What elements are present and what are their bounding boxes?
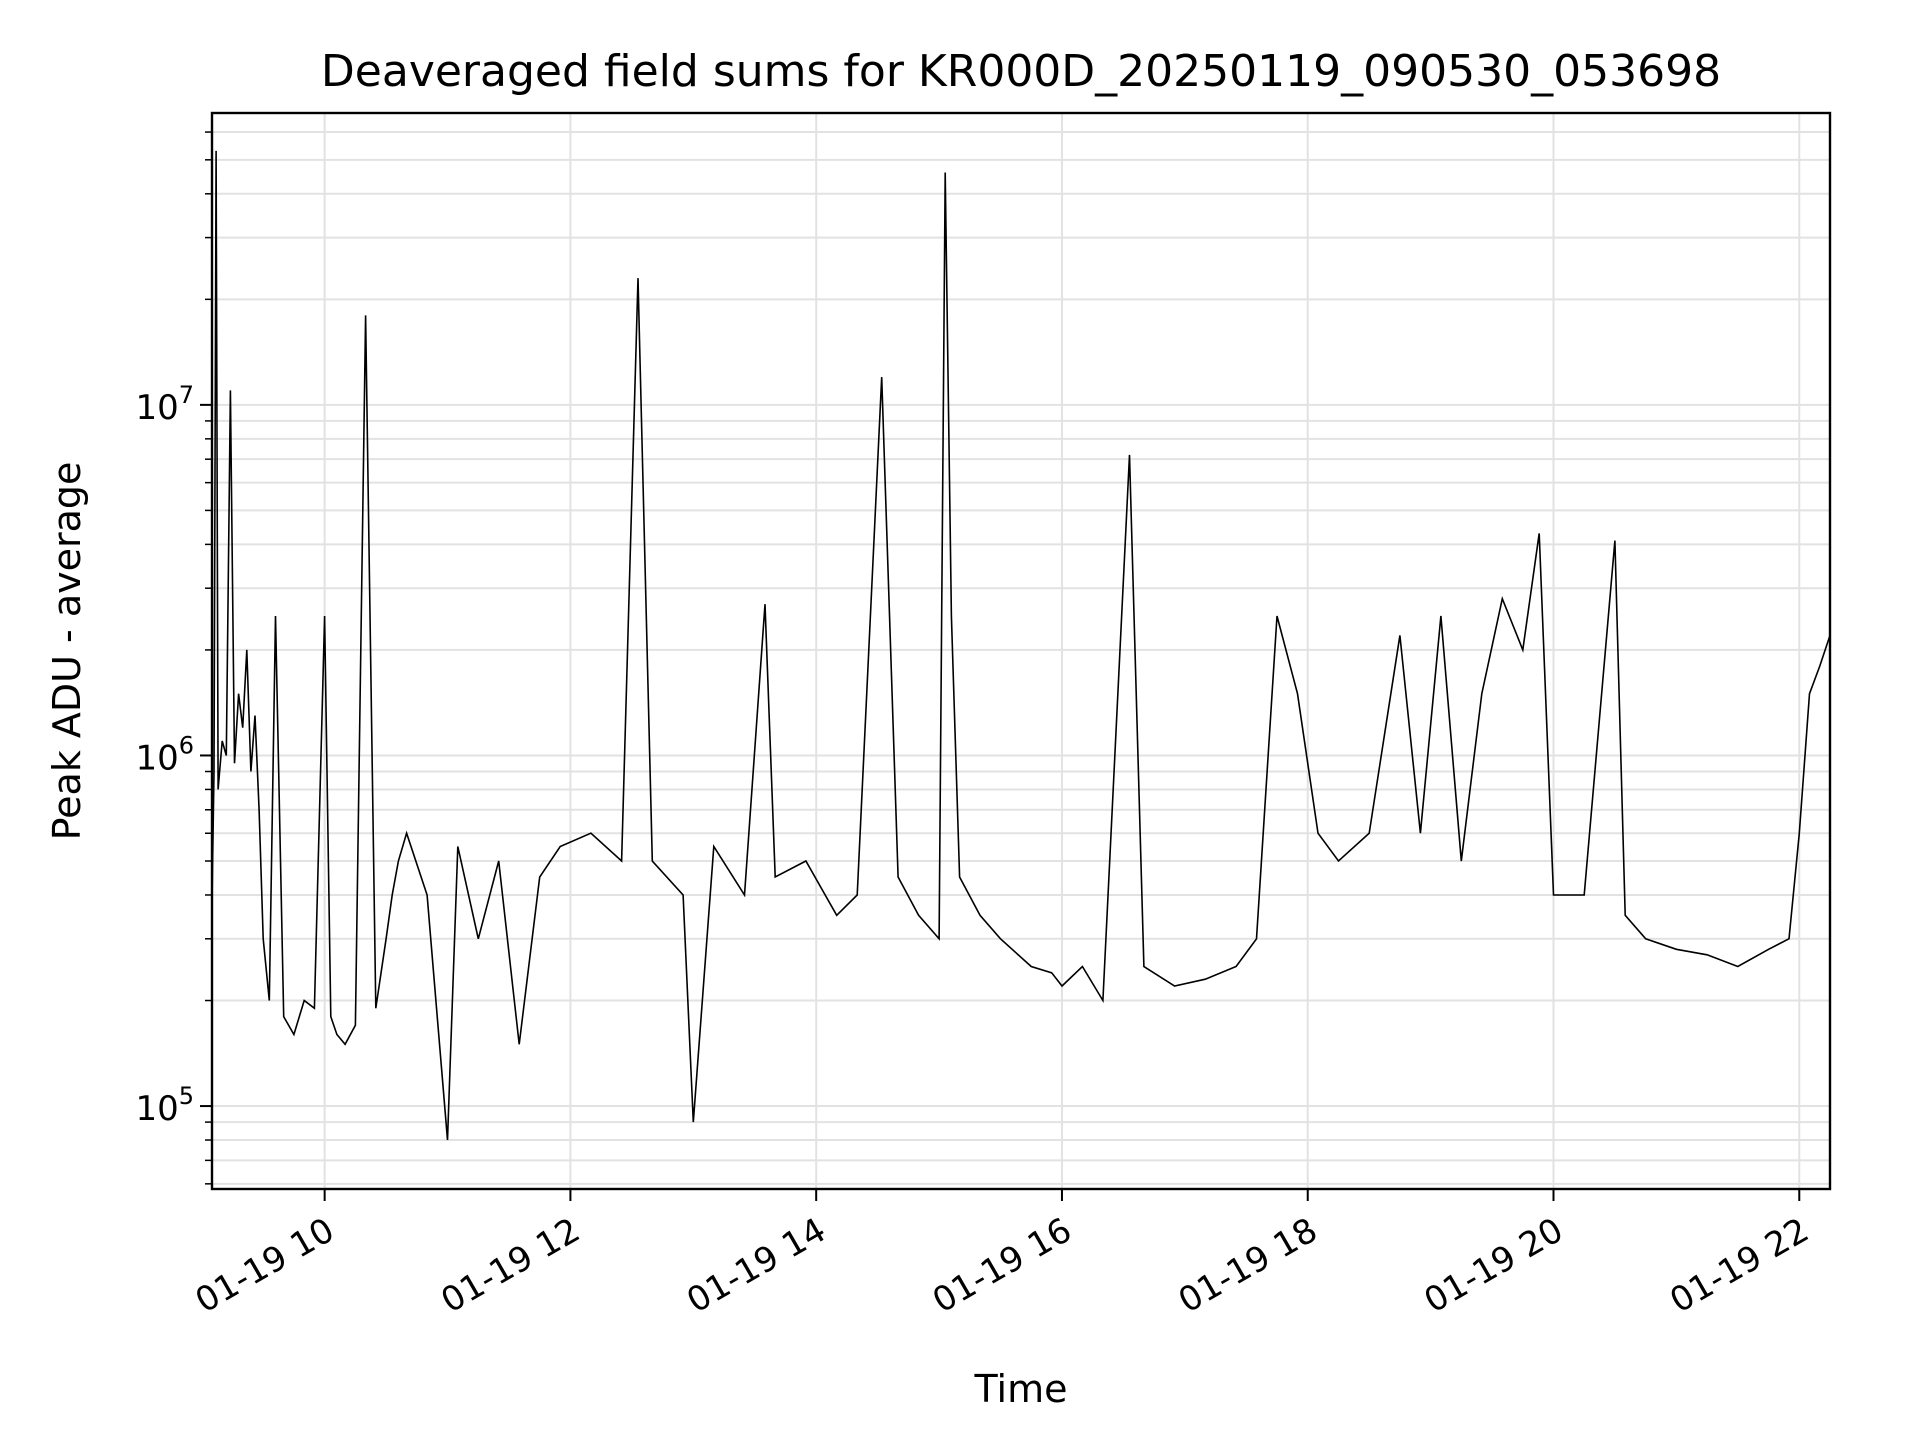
x-tick-label: 01-19 16	[926, 1210, 1078, 1321]
x-tick-label: 01-19 14	[680, 1210, 832, 1321]
axis-ticks: 01-19 10 01-19 12 01-19 14 01-19 16 01-19 18…	[135, 131, 1816, 1321]
y-axis-label: Peak ADU - average	[45, 462, 89, 841]
plot-frame	[210, 111, 1832, 1191]
x-tick-label: 01-19 10	[189, 1210, 341, 1321]
y-tick-label: 107	[135, 381, 194, 428]
y-tick-label: 106	[135, 731, 194, 778]
x-axis-label: Time	[974, 1367, 1068, 1411]
grid-lines	[212, 113, 1830, 1189]
x-tick-label: 01-19 18	[1172, 1210, 1324, 1321]
x-tick-label: 01-19 20	[1418, 1210, 1570, 1321]
y-tick-label: 105	[135, 1082, 194, 1129]
x-tick-label: 01-19 12	[435, 1210, 587, 1321]
chart-title: Deaveraged field sums for KR000D_2025011…	[321, 46, 1721, 97]
series-line	[211, 150, 1831, 1141]
x-tick-label: 01-19 22	[1663, 1210, 1815, 1321]
series-layer	[211, 150, 1831, 1141]
